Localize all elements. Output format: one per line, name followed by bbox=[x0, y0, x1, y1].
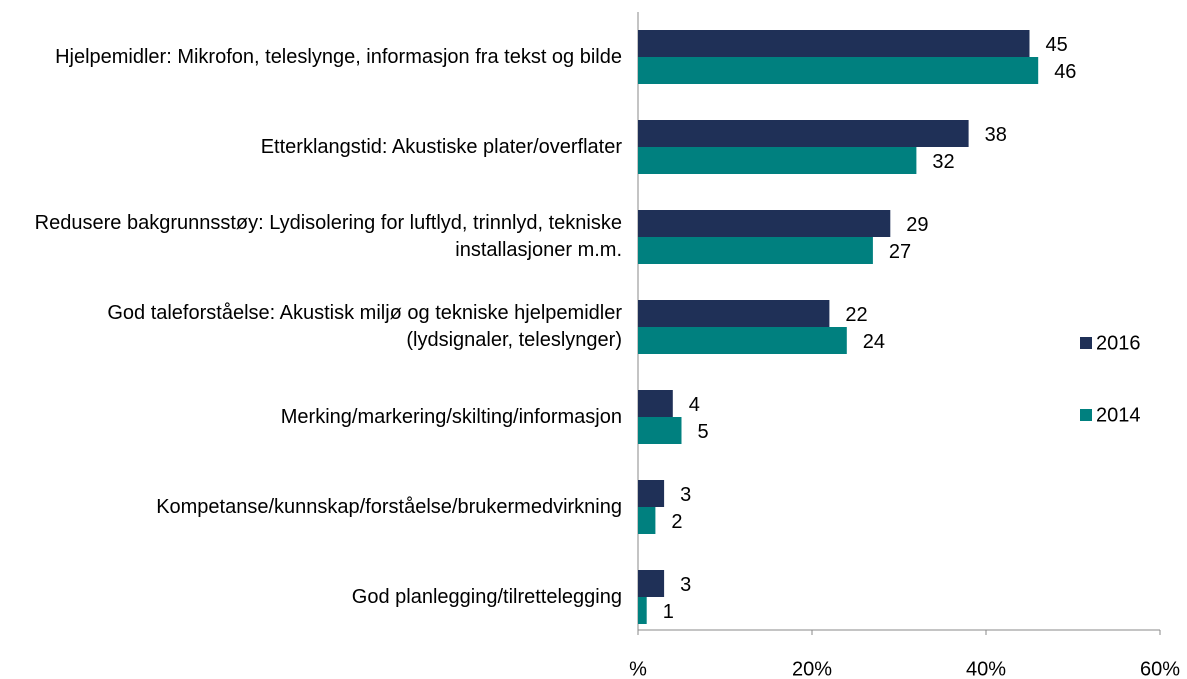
value-label: 22 bbox=[845, 304, 867, 326]
category-text: Kompetanse/kunnskap/forståelse/brukermed… bbox=[156, 495, 622, 518]
bar bbox=[638, 210, 891, 237]
value-label: 5 bbox=[698, 421, 709, 443]
value-label: 27 bbox=[889, 241, 911, 263]
value-label: 32 bbox=[932, 151, 954, 173]
legend-swatch bbox=[1080, 409, 1092, 421]
value-label: 2 bbox=[671, 511, 682, 533]
category-text: God planlegging/tilrettelegging bbox=[351, 585, 622, 608]
bar bbox=[638, 327, 847, 354]
value-label: 4 bbox=[689, 394, 700, 416]
bar bbox=[638, 507, 656, 534]
category-label: Etterklangstid: Akustiske plater/overfla… bbox=[0, 102, 622, 192]
x-tick-label: % bbox=[629, 658, 647, 679]
bar bbox=[638, 237, 873, 264]
category-label: Merking/markering/skilting/informasjon bbox=[0, 372, 622, 462]
bar bbox=[638, 30, 1030, 57]
value-label: 46 bbox=[1054, 61, 1076, 83]
x-tick-label: 60% bbox=[1140, 658, 1180, 679]
x-tick-label: 40% bbox=[966, 658, 1006, 679]
category-label: God planlegging/tilrettelegging bbox=[0, 552, 622, 642]
category-label: Redusere bakgrunnsstøy: Lydisolering for… bbox=[0, 192, 622, 282]
value-label: 3 bbox=[680, 574, 691, 596]
category-label: God taleforståelse: Akustisk miljø og te… bbox=[0, 282, 622, 372]
legend-label: 2014 bbox=[1096, 404, 1141, 426]
bar bbox=[638, 417, 682, 444]
x-tick-label: 20% bbox=[792, 658, 832, 679]
value-label: 24 bbox=[863, 331, 885, 353]
bar bbox=[638, 147, 917, 174]
value-label: 3 bbox=[680, 484, 691, 506]
category-text: Etterklangstid: Akustiske plater/overfla… bbox=[260, 135, 622, 158]
category-text: God taleforståelse: Akustisk miljø og te… bbox=[107, 302, 622, 351]
bar bbox=[638, 480, 665, 507]
bar bbox=[638, 120, 969, 147]
category-text: Merking/markering/skilting/informasjon bbox=[280, 405, 622, 428]
value-label: 29 bbox=[906, 214, 928, 236]
category-text: Redusere bakgrunnsstøy: Lydisolering for… bbox=[34, 212, 622, 261]
bar bbox=[638, 570, 665, 597]
bar bbox=[638, 390, 673, 417]
bar bbox=[638, 597, 647, 624]
bar bbox=[638, 57, 1039, 84]
bar bbox=[638, 300, 830, 327]
value-label: 45 bbox=[1046, 34, 1068, 56]
category-label: Hjelpemidler: Mikrofon, teleslynge, info… bbox=[0, 12, 622, 102]
legend-swatch bbox=[1080, 337, 1092, 349]
value-label: 1 bbox=[663, 601, 674, 623]
category-label: Kompetanse/kunnskap/forståelse/brukermed… bbox=[0, 462, 622, 552]
legend-label: 2016 bbox=[1096, 332, 1141, 354]
value-label: 38 bbox=[985, 124, 1007, 146]
category-text: Hjelpemidler: Mikrofon, teleslynge, info… bbox=[55, 45, 622, 68]
